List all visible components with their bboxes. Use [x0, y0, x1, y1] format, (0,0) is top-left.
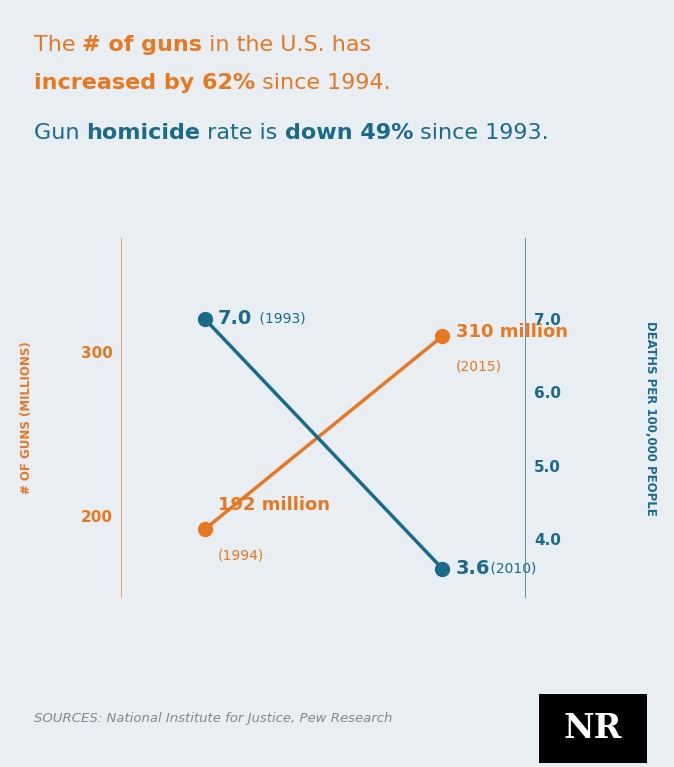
Text: NR: NR — [564, 712, 622, 746]
Text: in the U.S. has: in the U.S. has — [202, 35, 371, 54]
Text: # of guns: # of guns — [82, 35, 202, 54]
Text: rate is: rate is — [200, 123, 285, 143]
Text: # OF GUNS (MILLIONS): # OF GUNS (MILLIONS) — [20, 341, 34, 495]
Text: Gun: Gun — [34, 123, 86, 143]
Text: 192 million: 192 million — [218, 496, 330, 514]
Text: down 49%: down 49% — [285, 123, 413, 143]
Text: homicide: homicide — [86, 123, 200, 143]
Text: (2010): (2010) — [486, 562, 537, 576]
Text: (1994): (1994) — [218, 548, 264, 563]
Text: The: The — [34, 35, 82, 54]
Text: (1993): (1993) — [255, 311, 306, 326]
Text: 310 million: 310 million — [456, 323, 568, 341]
Text: increased by 62%: increased by 62% — [34, 73, 255, 93]
Text: SOURCES: National Institute for Justice, Pew Research: SOURCES: National Institute for Justice,… — [34, 712, 392, 725]
Text: 7.0: 7.0 — [218, 309, 252, 328]
Text: since 1993.: since 1993. — [413, 123, 549, 143]
Text: (2015): (2015) — [456, 359, 502, 373]
Text: DEATHS PER 100,000 PEOPLE: DEATHS PER 100,000 PEOPLE — [644, 321, 657, 515]
Text: 3.6: 3.6 — [456, 559, 491, 578]
Text: since 1994.: since 1994. — [255, 73, 390, 93]
